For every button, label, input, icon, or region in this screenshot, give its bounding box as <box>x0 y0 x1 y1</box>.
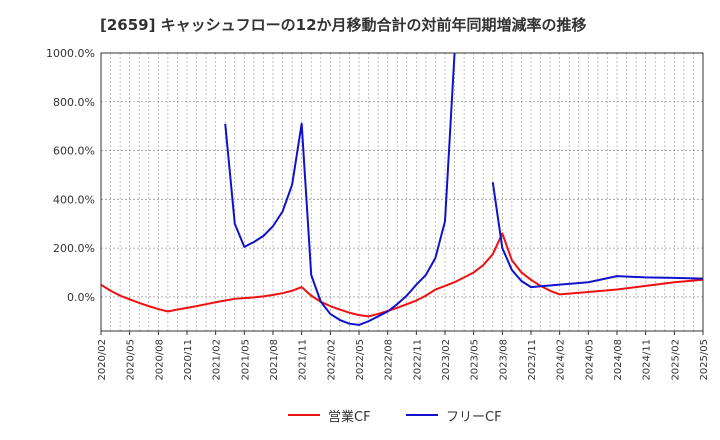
x-tick-label: 2024/05 <box>584 339 595 381</box>
x-tick-label: 2023/08 <box>498 339 509 381</box>
x-axis-ticks: 2020/02 2020/05 2020/08 2020/11 2021/02 2021/… <box>97 331 710 381</box>
x-tick-label: 2022/05 <box>355 339 366 381</box>
x-tick-label: 2024/08 <box>613 339 624 381</box>
plot-frame <box>100 52 704 332</box>
x-tick-label: 2020/02 <box>97 339 108 381</box>
x-tick-label: 2024/11 <box>642 339 653 381</box>
series-layer <box>101 53 703 326</box>
y-tick-label: 1000.0% <box>46 47 95 60</box>
legend-label-free-cf: フリーCF <box>446 409 502 425</box>
x-tick-label: 2024/02 <box>556 339 567 381</box>
x-tick-label: 2021/11 <box>298 339 309 381</box>
x-tick-label: 2022/08 <box>384 339 395 381</box>
x-tick-label: 2025/02 <box>670 339 681 381</box>
y-axis-ticks: 0.0% 200.0% 400.0% 600.0% 800.0% 1000.0% <box>46 47 95 304</box>
grid <box>101 52 703 331</box>
x-tick-label: 2022/11 <box>412 339 423 381</box>
legend-item-free-cf[interactable]: フリーCF <box>406 404 502 426</box>
x-tick-label: 2021/08 <box>269 339 280 381</box>
x-tick-label: 2021/05 <box>240 339 251 381</box>
y-tick-label: 600.0% <box>53 145 95 158</box>
legend-swatch-free-cf <box>406 414 438 416</box>
series-line-free-cf-segment-2 <box>491 182 703 289</box>
x-tick-label: 2020/11 <box>183 339 194 381</box>
x-tick-label: 2020/08 <box>154 339 165 381</box>
legend-label-operating-cf: 営業CF <box>328 409 371 425</box>
y-tick-label: 0.0% <box>67 291 95 304</box>
chart-title: [2659] キャッシュフローの12か月移動合計の対前年同期増減率の推移 <box>100 16 587 34</box>
series-line-operating-cf <box>101 232 703 318</box>
x-tick-label: 2025/05 <box>699 339 710 381</box>
x-tick-label: 2021/02 <box>212 339 223 381</box>
y-tick-label: 800.0% <box>53 96 95 109</box>
legend: 営業CF フリーCF <box>0 404 720 426</box>
series-line-free-cf-segment-1 <box>224 53 456 326</box>
legend-item-operating-cf[interactable]: 営業CF <box>288 404 371 426</box>
y-tick-label: 200.0% <box>53 242 95 255</box>
x-tick-label: 2023/05 <box>470 339 481 381</box>
x-tick-label: 2023/02 <box>441 339 452 381</box>
x-tick-label: 2022/02 <box>326 339 337 381</box>
y-tick-label: 400.0% <box>53 193 95 206</box>
legend-swatch-operating-cf <box>288 414 320 416</box>
x-tick-label: 2020/05 <box>126 339 137 381</box>
x-tick-label: 2023/11 <box>527 339 538 381</box>
axes <box>100 52 704 332</box>
